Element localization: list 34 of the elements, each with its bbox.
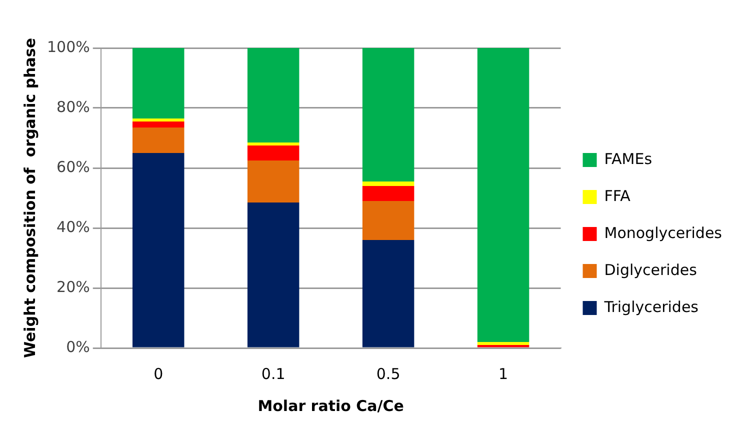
legend-label: FFA [604,186,632,205]
bar [247,48,300,142]
bar [362,48,414,182]
y-tick-label: 80% [56,98,90,116]
bar [247,142,300,146]
bar [247,160,300,202]
x-axis-title: Molar ratio Ca/Ce [258,396,404,415]
x-tick-label: 0 [154,364,164,383]
legend-label: Monoglycerides [604,224,722,242]
bar [477,342,530,345]
bar [362,201,414,240]
x-tick-label: 0.5 [376,364,400,383]
y-tick-label: 0% [66,338,90,356]
legend-label: Triglycerides [603,298,699,316]
bar [247,146,300,160]
y-tick-label: 20% [56,278,90,296]
bar [132,48,184,118]
y-tick-label: 40% [56,218,90,236]
bar [132,153,184,348]
bar [477,48,530,342]
bar [132,128,184,153]
y-tick-label: 100% [46,38,90,56]
bar [132,118,184,122]
bar [132,122,184,128]
bar [362,182,414,186]
y-axis-title: Weight composition of organic phase [20,38,39,358]
x-tick-label: 1 [498,364,508,383]
x-tick-label: 0.1 [261,364,286,383]
y-tick-label: 60% [56,158,90,176]
bar [247,202,300,348]
legend-label: FAMEs [604,150,652,168]
bar [362,186,414,201]
legend-label: Diglycerides [604,260,698,279]
bar [362,240,414,348]
